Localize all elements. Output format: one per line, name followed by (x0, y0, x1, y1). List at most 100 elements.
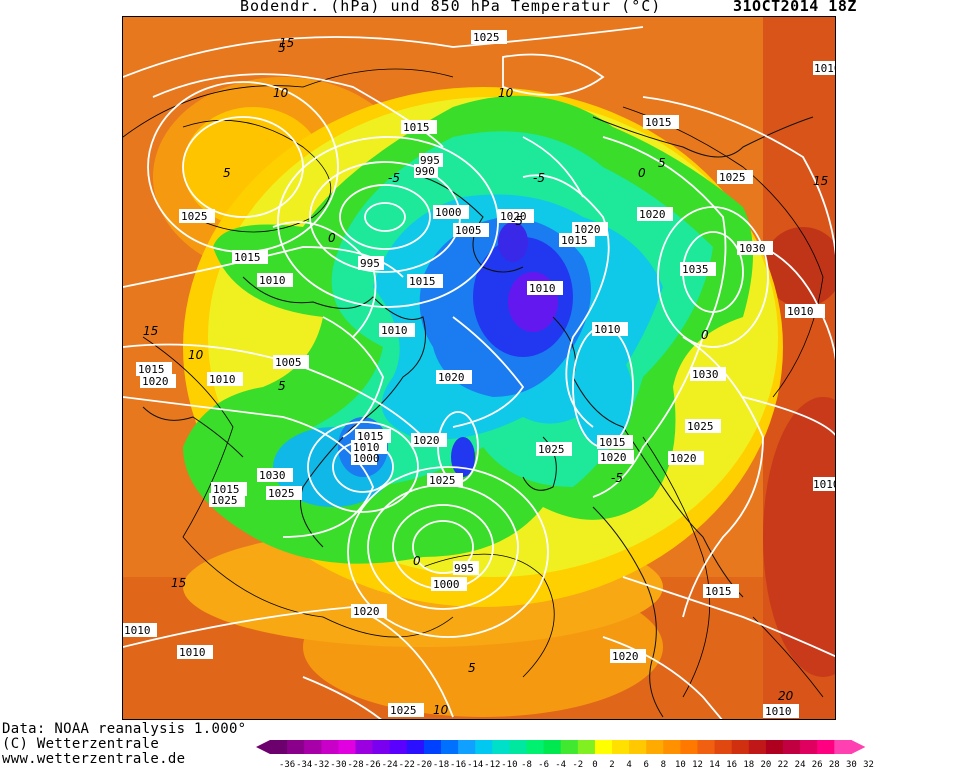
temp-label: 10 (188, 348, 204, 362)
colorbar-swatch (834, 740, 852, 754)
svg-text:995: 995 (454, 562, 474, 575)
colorbar-tick-label: 22 (778, 760, 789, 770)
colorbar-swatch (663, 740, 681, 754)
isobar-label: 1015 (355, 429, 391, 443)
colorbar-swatch (629, 740, 647, 754)
svg-text:1015: 1015 (705, 585, 732, 598)
svg-text:1010: 1010 (259, 274, 286, 287)
temp-label: 5 (278, 41, 286, 55)
temp-label: -5 (511, 214, 523, 228)
isobar-label: 1015 (597, 435, 633, 449)
isobar-label: 1035 (680, 262, 716, 276)
colorbar-swatch (526, 740, 545, 754)
cold-pool-east (573, 347, 633, 447)
colorbar-tick-label: -32 (313, 760, 329, 770)
isobar-label: 1020 (436, 370, 472, 384)
temp-label: 10 (273, 86, 289, 100)
svg-text:1020: 1020 (600, 451, 627, 464)
isobar-label: 1015 (703, 584, 739, 598)
cold-core-north (498, 222, 528, 262)
colorbar-swatch (338, 740, 356, 754)
weather-map: 1025 1015 995 990 1000 1005 1020 1025 10… (122, 16, 836, 720)
temp-label: 10 (498, 86, 514, 100)
isobar-label: 1020 (668, 451, 704, 465)
temperature-labels: 15 10 5 0 -5 15 10 5 -5 0 5 0 15 10 -5 0… (143, 36, 828, 717)
svg-text:1015: 1015 (138, 363, 165, 376)
isobar-label: 1010 (177, 645, 213, 659)
isobar-label: 1010 (379, 323, 415, 337)
svg-text:1030: 1030 (739, 242, 766, 255)
colorbar-swatch (560, 740, 579, 754)
svg-text:1010: 1010 (813, 478, 836, 491)
colorbar-arrow-right (851, 740, 866, 754)
svg-text:1005: 1005 (275, 356, 302, 369)
temp-label: 15 (279, 36, 294, 50)
isobar-label: 1015 (211, 482, 247, 496)
colorbar-tick-label: 14 (709, 760, 720, 770)
svg-text:1015: 1015 (403, 121, 430, 134)
temp-label: 0 (328, 231, 336, 245)
svg-text:1025: 1025 (211, 494, 238, 507)
isobar-labels: 1025 1015 995 990 1000 1005 1020 1025 10… (123, 30, 836, 718)
isobar-label: 1025 (536, 442, 572, 456)
svg-text:1020: 1020 (353, 605, 380, 618)
valid-date: 31OCT2014 18Z (733, 0, 857, 15)
svg-text:1020: 1020 (142, 375, 169, 388)
colorbar-swatch (441, 740, 459, 754)
colorbar-swatch (458, 740, 476, 754)
colorbar-swatch (372, 740, 391, 754)
colorbar-tick-label: -28 (347, 760, 363, 770)
colorbar-tick-label: -2 (572, 760, 583, 770)
svg-text:1010: 1010 (787, 305, 814, 318)
isobar-label: 1010 (813, 61, 835, 75)
colorbar-tick-label: 26 (812, 760, 823, 770)
isobar-label: 1010 (527, 281, 563, 295)
svg-text:1015: 1015 (357, 430, 384, 443)
svg-text:1020: 1020 (639, 208, 666, 221)
colorbar-tick-label: -14 (467, 760, 483, 770)
hot-zone-southeast (763, 397, 835, 677)
credit-website[interactable]: www.wetterzentrale.de (2, 751, 186, 767)
colorbar-tick-label: 20 (760, 760, 771, 770)
isobar-label: 1000 (431, 577, 467, 591)
svg-text:1025: 1025 (390, 704, 417, 717)
isobar-label: 995 (419, 153, 443, 167)
colorbar-tick-label: 16 (726, 760, 737, 770)
isobar-label: 1015 (559, 233, 595, 247)
isobar-label: 1000 (433, 205, 469, 219)
temp-label: 5 (468, 661, 476, 675)
colorbar-tick-label: -10 (501, 760, 517, 770)
temp-label: 15 (171, 576, 186, 590)
colorbar-tick-label: 0 (592, 760, 597, 770)
temp-label: -5 (533, 171, 545, 185)
isobar-label: 1025 (471, 30, 507, 44)
colorbar-swatch (423, 740, 442, 754)
svg-text:990: 990 (415, 165, 435, 178)
colorbar-tick-label: -22 (399, 760, 415, 770)
svg-text:1015: 1015 (409, 275, 436, 288)
temp-label: 5 (658, 156, 666, 170)
isobar-label: 1030 (257, 468, 293, 482)
svg-text:1010: 1010 (353, 441, 380, 454)
isobar-label: 995 (453, 561, 479, 575)
colorbar-swatch (646, 740, 664, 754)
svg-text:1035: 1035 (682, 263, 709, 276)
svg-text:1015: 1015 (234, 251, 261, 264)
data-credits: Data: NOAA reanalysis 1.000° (C) Wetterz… (2, 722, 246, 767)
isobar-label: 1015 (407, 274, 443, 288)
svg-text:1015: 1015 (599, 436, 626, 449)
svg-text:1020: 1020 (612, 650, 639, 663)
isobar-label: 1020 (411, 433, 447, 447)
svg-text:1020: 1020 (670, 452, 697, 465)
colorbar-tick-label: -34 (296, 760, 312, 770)
temp-label: 0 (701, 328, 709, 342)
colorbar-tick-label: -26 (364, 760, 380, 770)
svg-text:1030: 1030 (259, 469, 286, 482)
hot-zone-east-core (763, 227, 835, 307)
isobar-label: 1010 (207, 372, 243, 386)
colorbar-tick-label: 8 (661, 760, 666, 770)
temp-label: 20 (778, 689, 794, 703)
colorbar-swatch (714, 740, 733, 754)
isobar-label: 1020 (140, 374, 176, 388)
isobar-label: 990 (414, 164, 438, 178)
